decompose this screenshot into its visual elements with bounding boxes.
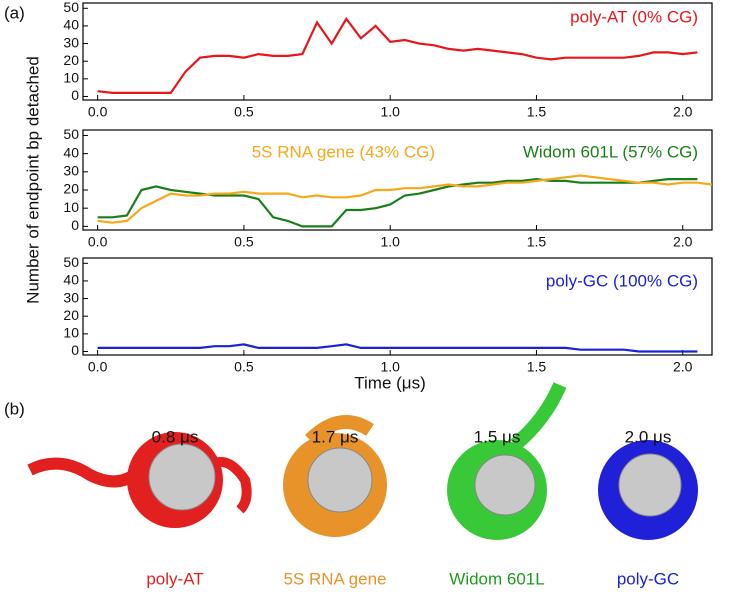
x-axis-label: Time (μs) [354,373,426,392]
histone-core [307,447,373,513]
y-tick-label: 20 [63,181,79,197]
data-line [97,174,713,224]
y-tick-label: 40 [63,144,79,160]
y-axis-label: Number of endpoint bp detached [23,56,42,304]
series-label: Widom 601L (57% CG) [523,142,698,161]
structure-name: Widom 601L [449,569,544,588]
y-tick-label: 0 [71,342,79,358]
dna-tail [305,415,374,446]
x-tick-label: 1.5 [527,234,547,250]
y-tick-label: 10 [63,325,79,341]
histone-core [474,454,536,516]
series-label: 5S RNA gene (43% CG) [252,142,435,161]
plot-frame [82,257,713,356]
structure-name: 5S RNA gene [283,569,386,588]
x-tick-label: 2.0 [673,234,693,250]
y-tick-label: 30 [63,163,79,179]
x-tick-label: 2.0 [673,104,693,120]
y-tick-label: 40 [63,272,79,288]
panel-label: (a) [4,3,25,22]
x-tick-label: 1.0 [380,359,400,375]
panel-label: (b) [4,399,25,418]
series-label: poly-AT (0% CG) [570,7,698,26]
data-line [97,343,698,353]
y-tick-label: 50 [63,126,79,142]
y-tick-label: 10 [63,70,79,86]
dna-tail [510,382,567,451]
x-tick-label: 0.0 [88,104,108,120]
structure-name: poly-AT [146,569,203,588]
x-tick-label: 0.5 [234,234,254,250]
y-tick-label: 30 [63,289,79,305]
structure-time: 0.8 μs [152,427,199,446]
y-tick-label: 40 [63,17,79,33]
structure-time: 2.0 μs [625,427,672,446]
x-tick-label: 0.0 [88,234,108,250]
x-tick-label: 0.5 [234,359,254,375]
x-tick-label: 0.0 [88,359,108,375]
y-tick-label: 0 [71,217,79,233]
x-tick-label: 1.5 [527,359,547,375]
y-tick-label: 30 [63,34,79,50]
y-tick-label: 50 [63,254,79,270]
histone-core [148,443,216,511]
y-tick-label: 20 [63,52,79,68]
data-line [97,16,698,94]
dna-tail [27,457,145,488]
structure-images [27,382,698,540]
x-tick-label: 1.5 [527,104,547,120]
y-tick-label: 10 [63,199,79,215]
y-tick-label: 20 [63,307,79,323]
y-tick-label: 0 [71,87,79,103]
plot-frame [82,2,713,101]
plot-frame [82,129,713,231]
x-tick-label: 0.5 [234,104,254,120]
x-tick-label: 1.0 [380,234,400,250]
structure-time: 1.5 μs [474,427,521,446]
structure-name: poly-GC [617,569,679,588]
data-line [97,177,698,228]
x-tick-label: 2.0 [673,359,693,375]
y-tick-label: 50 [63,0,79,15]
x-tick-label: 1.0 [380,104,400,120]
structure-time: 1.7 μs [312,427,359,446]
series-label: poly-GC (100% CG) [546,271,698,290]
histone-core [618,453,682,517]
